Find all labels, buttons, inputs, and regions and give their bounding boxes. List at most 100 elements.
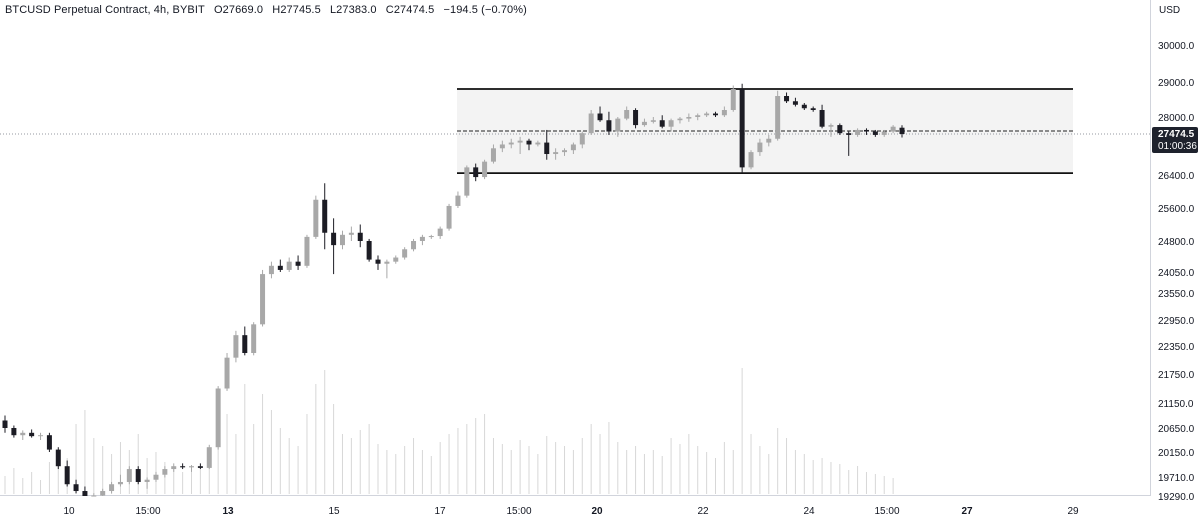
- candle-body: [455, 195, 461, 206]
- candle-body: [242, 335, 248, 353]
- volume-bar: [679, 444, 681, 494]
- volume-bar: [608, 422, 610, 494]
- volume-bar: [306, 414, 308, 494]
- volume-bar: [555, 442, 557, 494]
- volume-bar: [297, 446, 299, 494]
- volume-bar: [501, 444, 503, 494]
- volume-bar: [4, 476, 6, 494]
- candle-body: [2, 420, 8, 428]
- volume-bar: [457, 428, 459, 494]
- candle-body: [117, 481, 123, 485]
- candle-body: [819, 110, 825, 127]
- volume-bar: [111, 454, 113, 494]
- candle-body: [82, 491, 88, 496]
- time-tick-label: 13: [222, 506, 234, 517]
- candle-body: [659, 120, 665, 127]
- volume-bar: [48, 462, 50, 494]
- volume-bar: [386, 450, 388, 494]
- candle-body: [535, 142, 541, 145]
- candle-body: [46, 435, 52, 450]
- candle-body: [100, 491, 106, 496]
- candle-body: [490, 148, 496, 162]
- volume-bar: [262, 394, 264, 494]
- volume-bar: [528, 446, 530, 494]
- volume-bar: [874, 474, 876, 494]
- ohlc-low: L27383.0: [329, 4, 377, 16]
- volume-bar: [830, 462, 832, 494]
- volume-bar: [564, 446, 566, 494]
- volume-bar: [448, 434, 450, 494]
- volume-bar: [768, 454, 770, 494]
- volume-bar: [892, 478, 894, 494]
- price-tick-label: 23550.0: [1158, 289, 1195, 300]
- volume-bar: [235, 434, 237, 494]
- volume-bar: [208, 460, 210, 494]
- time-tick-label: 27: [961, 506, 973, 517]
- candle-body: [286, 261, 292, 270]
- volume-bar: [279, 428, 281, 494]
- volume-bar: [777, 428, 779, 494]
- volume-bar: [670, 438, 672, 494]
- candle-body: [499, 144, 505, 149]
- candle-body: [677, 118, 683, 121]
- price-tick-label: 25600.0: [1158, 204, 1195, 215]
- volume-bar: [821, 458, 823, 494]
- candle-body: [615, 118, 621, 132]
- volume-bar: [253, 424, 255, 494]
- candle-body: [570, 144, 576, 151]
- volume-bar: [413, 438, 415, 494]
- volume-bar: [146, 458, 148, 494]
- volume-bar: [839, 464, 841, 494]
- volume-bar: [75, 424, 77, 494]
- volume-bar: [572, 450, 574, 494]
- candle-body: [331, 232, 337, 246]
- volume-bar: [661, 456, 663, 494]
- volume-bar: [652, 450, 654, 494]
- candle-body: [29, 432, 35, 437]
- volume-bar: [786, 438, 788, 494]
- candle-body: [268, 265, 274, 275]
- candle-body: [792, 101, 798, 105]
- candle-body: [641, 121, 647, 126]
- volume-bar: [102, 446, 104, 494]
- candle-body: [109, 484, 115, 492]
- candle-body: [890, 126, 896, 132]
- candle-body: [695, 115, 701, 117]
- candle-body: [668, 120, 674, 127]
- ohlc-high: H27745.5: [272, 4, 321, 16]
- volume-bar: [706, 452, 708, 494]
- volume-bar: [119, 442, 121, 494]
- volume-bar: [315, 384, 317, 494]
- volume-bar: [732, 450, 734, 494]
- volume-bar: [31, 472, 33, 494]
- candle-body: [437, 228, 443, 237]
- candle-body: [872, 131, 878, 135]
- symbol-title[interactable]: BTCUSD Perpetual Contract, 4h, BYBIT: [5, 4, 205, 16]
- volume-bar: [750, 434, 752, 494]
- price-tick-label: 20150.0: [1158, 448, 1195, 459]
- time-tick-label: 15:00: [874, 506, 899, 517]
- time-tick-label: 15: [328, 506, 340, 517]
- last-price-tag: [1152, 127, 1198, 153]
- candle-body: [20, 432, 26, 436]
- time-tick-label: 29: [1067, 506, 1079, 517]
- candle-body: [126, 469, 132, 482]
- candle-body: [64, 466, 70, 485]
- price-axis-border: [1150, 0, 1151, 495]
- volume-bar: [759, 446, 761, 494]
- volume-bar: [341, 434, 343, 494]
- candle-body: [295, 261, 301, 266]
- candle-body: [55, 449, 61, 467]
- candle-body: [357, 232, 363, 241]
- time-tick-label: 15:00: [506, 506, 531, 517]
- last-price-countdown: 01:00:36: [1158, 141, 1197, 152]
- volume-bar: [288, 438, 290, 494]
- candle-body: [171, 466, 177, 470]
- candle-body: [73, 484, 79, 492]
- volume-bar: [22, 478, 24, 494]
- volume-bar: [226, 414, 228, 494]
- candle-body: [739, 89, 745, 168]
- volume-bar: [350, 438, 352, 494]
